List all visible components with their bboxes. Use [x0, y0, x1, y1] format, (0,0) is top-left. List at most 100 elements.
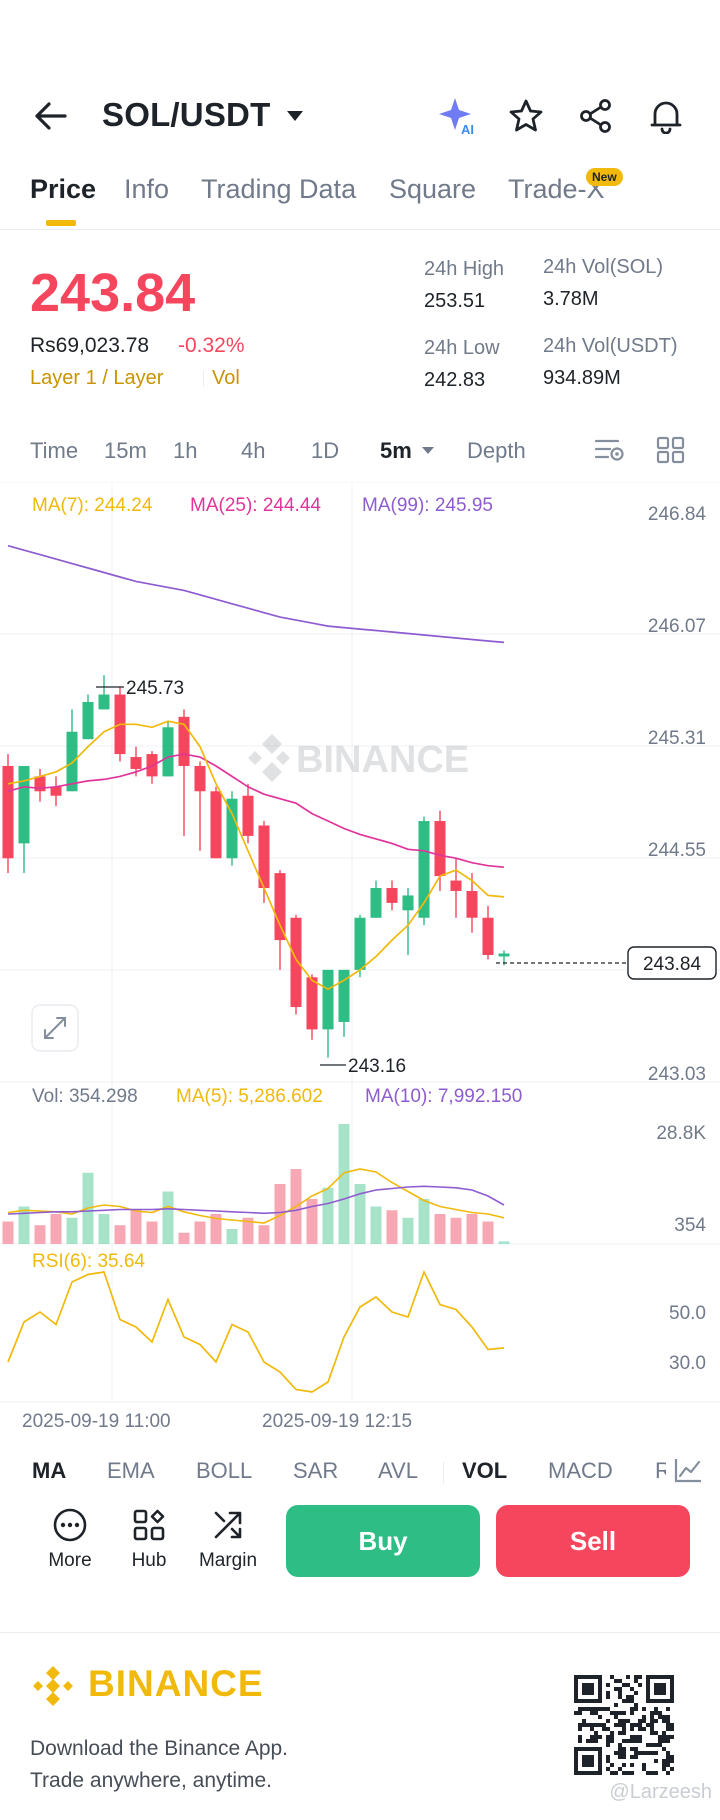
- volume-bar: [258, 1225, 270, 1244]
- candle: [370, 880, 382, 918]
- indicator-settings-icon[interactable]: [592, 434, 628, 466]
- ind-sar[interactable]: SAR: [293, 1458, 339, 1483]
- hub-icon[interactable]: [129, 1506, 169, 1544]
- kline-chart[interactable]: BINANCE MA(7): 244.24 MA(25): 244.44 MA(…: [0, 481, 720, 1440]
- candle-body: [354, 917, 366, 970]
- interval-5m[interactable]: 5m: [380, 438, 412, 463]
- candle-body: [178, 716, 190, 766]
- candle-body: [194, 765, 206, 792]
- candle-body: [2, 765, 14, 859]
- chevron-down-icon[interactable]: [284, 108, 306, 124]
- high-value: 253.51: [424, 290, 486, 312]
- bell-icon[interactable]: [646, 96, 686, 136]
- volume-bar: [130, 1210, 142, 1244]
- category-tag[interactable]: Layer 1 / Layer: [30, 367, 164, 389]
- ind-ema[interactable]: EMA: [107, 1458, 155, 1483]
- chart-svg[interactable]: BINANCE MA(7): 244.24 MA(25): 244.44 MA(…: [0, 481, 720, 1440]
- margin-label[interactable]: Margin: [198, 1550, 258, 1571]
- ind-avl[interactable]: AVL: [378, 1458, 418, 1483]
- candle-body: [34, 776, 46, 792]
- candle: [2, 754, 14, 874]
- footer-line-2: Trade anywhere, anytime.: [30, 1769, 273, 1792]
- candle-body: [130, 757, 142, 769]
- volume-bars: [2, 1124, 510, 1244]
- ind-ma[interactable]: MA: [32, 1458, 67, 1483]
- current-price-label: 243.84: [643, 954, 702, 975]
- high-marker: 245.73: [126, 678, 184, 699]
- candle: [242, 783, 254, 844]
- x-tick-2: 2025-09-19 12:15: [262, 1411, 412, 1432]
- rsi-lo-tick: 30.0: [669, 1353, 706, 1374]
- candle-body: [402, 895, 414, 911]
- ind-macd[interactable]: MACD: [548, 1458, 613, 1483]
- vol-tag[interactable]: Vol: [212, 367, 240, 389]
- y-tick-2: 246.07: [648, 616, 706, 637]
- ma25-line: [7, 753, 505, 869]
- share-icon[interactable]: [576, 96, 616, 136]
- ai-sparkle-icon[interactable]: AI: [436, 96, 480, 136]
- tab-info[interactable]: Info: [124, 174, 170, 204]
- volume-bar: [386, 1210, 398, 1244]
- volume-bar: [194, 1221, 206, 1244]
- interval-depth[interactable]: Depth: [467, 438, 526, 463]
- interval-4h[interactable]: 4h: [241, 438, 266, 463]
- y-tick-4: 244.55: [648, 840, 706, 861]
- current-price-box[interactable]: [627, 946, 717, 980]
- candle-body: [482, 917, 494, 955]
- candle: [82, 694, 94, 740]
- qr-code[interactable]: [574, 1675, 674, 1775]
- candle: [386, 880, 398, 911]
- new-badge: New: [586, 168, 623, 186]
- last-price: 243.84: [30, 263, 196, 323]
- candle-body: [466, 890, 478, 918]
- candle-body: [274, 873, 286, 941]
- volume-bar: [274, 1184, 286, 1244]
- volume-bar: [226, 1229, 238, 1244]
- interval-1h[interactable]: 1h: [173, 438, 198, 463]
- star-icon[interactable]: [506, 96, 546, 136]
- tag-divider: [203, 371, 204, 387]
- chart-grid: [0, 481, 720, 1403]
- caret-down-icon[interactable]: [420, 444, 436, 456]
- back-arrow-icon[interactable]: [30, 98, 70, 134]
- vol-ma10-legend: MA(10): 7,992.150: [365, 1086, 522, 1107]
- volume-bar: [18, 1206, 30, 1244]
- pair-title[interactable]: SOL/USDT: [102, 96, 271, 133]
- volume-bar: [2, 1221, 14, 1244]
- expand-icon[interactable]: [31, 1004, 79, 1052]
- candle-body: [226, 798, 238, 859]
- buy-button[interactable]: Buy: [286, 1505, 480, 1577]
- low-marker: 243.16: [348, 1056, 406, 1077]
- candle-body: [50, 786, 62, 796]
- hub-label[interactable]: Hub: [131, 1550, 167, 1571]
- volume-bar: [482, 1221, 494, 1244]
- high-label: 24h High: [424, 258, 505, 280]
- rsi-hi-tick: 50.0: [669, 1303, 706, 1324]
- price-change: -0.32%: [178, 334, 245, 357]
- candle: [274, 870, 286, 970]
- binance-watermark: BINANCE: [248, 734, 469, 782]
- interval-1d[interactable]: 1D: [311, 438, 340, 463]
- tab-trading-data[interactable]: Trading Data: [201, 174, 357, 204]
- more-icon[interactable]: [50, 1506, 90, 1544]
- candle-body: [290, 917, 302, 1008]
- ind-boll[interactable]: BOLL: [196, 1458, 253, 1483]
- candle-body: [370, 888, 382, 918]
- margin-icon[interactable]: [208, 1506, 248, 1544]
- vol-base-label: 24h Vol(SOL): [543, 256, 664, 278]
- footer-line-1: Download the Binance App.: [30, 1737, 289, 1760]
- sell-button[interactable]: Sell: [496, 1505, 690, 1577]
- chart-settings-icon[interactable]: [666, 1452, 710, 1488]
- interval-15m[interactable]: 15m: [104, 438, 147, 463]
- grid-layout-icon[interactable]: [654, 434, 688, 466]
- volume-bar: [114, 1225, 126, 1244]
- vol-ma5-line: [7, 1168, 505, 1224]
- tab-square[interactable]: Square: [389, 174, 477, 204]
- more-label[interactable]: More: [48, 1550, 92, 1571]
- ind-vol[interactable]: VOL: [462, 1458, 508, 1483]
- tab-price[interactable]: Price: [30, 174, 97, 204]
- volume-bar: [306, 1199, 318, 1244]
- candle: [322, 969, 334, 1058]
- interval-time[interactable]: Time: [30, 438, 79, 463]
- candle: [434, 810, 446, 891]
